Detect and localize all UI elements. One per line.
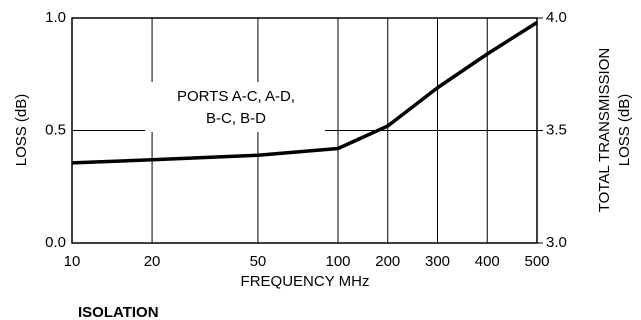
y-tick-label: 0.5 xyxy=(45,121,66,138)
x-axis-label: FREQUENCY MHz xyxy=(241,273,370,290)
annotation: PORTS A-C, A-D, xyxy=(177,88,295,105)
x-tick-label: 400 xyxy=(475,253,500,270)
caption: ISOLATION xyxy=(78,304,159,320)
annotation-box xyxy=(145,82,325,132)
y2-axis-label: TOTAL TRANSMISSION xyxy=(596,48,613,212)
y2-axis-label: LOSS (dB) xyxy=(616,94,633,167)
data-line xyxy=(71,21,538,165)
x-tick-label: 10 xyxy=(64,253,81,270)
x-tick-label: 20 xyxy=(144,253,161,270)
y-tick-label: 0.0 xyxy=(45,234,66,251)
y-axis-label: LOSS (dB) xyxy=(13,94,30,167)
y2-tick-label: 3.0 xyxy=(546,234,567,251)
y2-tick-label: 3.5 xyxy=(546,121,567,138)
plot-frame xyxy=(71,17,538,244)
x-tick-label: 300 xyxy=(425,253,450,270)
y-tick-label: 1.0 xyxy=(45,9,66,26)
x-tick-label: 100 xyxy=(325,253,350,270)
x-tick-label: 50 xyxy=(250,253,267,270)
y2-tick-label: 4.0 xyxy=(546,9,567,26)
x-tick-label: 200 xyxy=(375,253,400,270)
x-tick-label: 500 xyxy=(524,253,549,270)
annotation: B-C, B-D xyxy=(206,110,266,127)
